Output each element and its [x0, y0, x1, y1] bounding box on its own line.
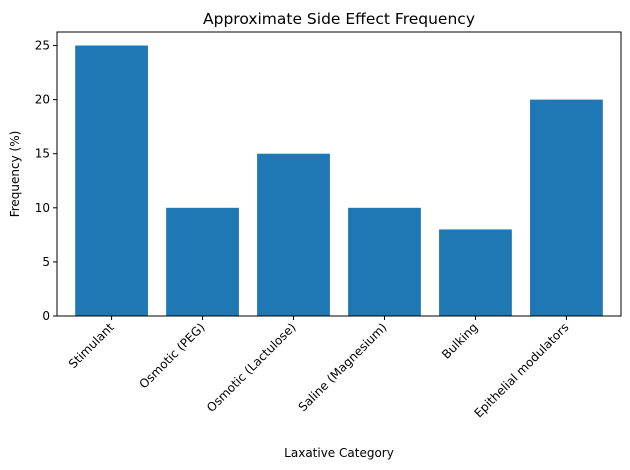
y-tick-label-0: 0 — [42, 309, 50, 323]
y-tick-label-5: 25 — [35, 39, 50, 53]
bar-3 — [348, 207, 421, 316]
y-axis-label: Frequency (%) — [8, 131, 22, 218]
y-tick-label-3: 15 — [35, 147, 50, 161]
x-axis-label: Laxative Category — [284, 446, 394, 460]
bar-2 — [257, 153, 330, 316]
y-tick-label-1: 5 — [42, 255, 50, 269]
y-tick-label-4: 20 — [35, 93, 50, 107]
plot-frame — [56, 31, 622, 317]
bar-1 — [166, 207, 239, 316]
x-tick-label-3: Saline (Magnesium) — [296, 320, 390, 414]
x-tick-label-1: Osmotic (PEG) — [136, 320, 207, 391]
x-axis: Stimulant Osmotic (PEG)Osmotic (Lactulose… — [66, 316, 572, 420]
chart-title: Approximate Side Effect Frequency — [203, 10, 475, 28]
x-tick-label-5: Epithelial modulators — [471, 320, 571, 420]
bars-group — [75, 45, 603, 317]
y-tick-label-2: 10 — [35, 201, 50, 215]
bar-0 — [75, 45, 148, 317]
y-axis: 0 5 10 15 20 25 — [35, 39, 57, 323]
x-tick-label-4: Bulking — [439, 320, 480, 361]
x-tick-label-2: Osmotic (Lactulose) — [204, 320, 299, 415]
bar-5 — [530, 99, 603, 316]
bar-4 — [439, 229, 512, 316]
x-tick-label-0: Stimulant — [66, 320, 117, 371]
